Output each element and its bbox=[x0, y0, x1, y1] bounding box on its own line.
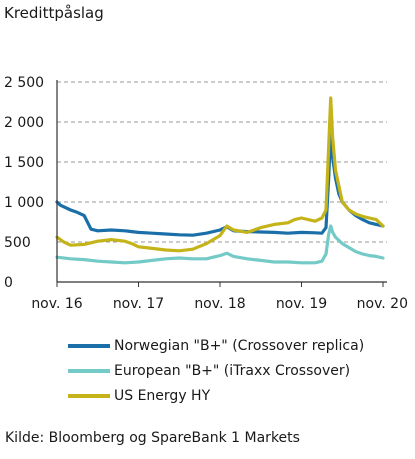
chart-title: Kredittpåslag bbox=[4, 4, 104, 22]
legend-label-european: European "B+" (iTraxx Crossover) bbox=[114, 362, 351, 379]
y-tick-label: 0 bbox=[4, 275, 13, 291]
legend-item-european: European "B+" (iTraxx Crossover) bbox=[68, 358, 364, 383]
x-tick-label: nov. 19 bbox=[276, 296, 327, 312]
legend-item-norwegian: Norwegian "B+" (Crossover replica) bbox=[68, 333, 364, 358]
y-tick-label: 1 000 bbox=[4, 195, 44, 211]
x-tick-label: nov. 20 bbox=[357, 296, 408, 312]
series-line-us-energy bbox=[55, 96, 385, 253]
legend-swatch-norwegian bbox=[68, 343, 110, 348]
y-tick-label: 2 500 bbox=[4, 75, 44, 91]
x-tick-label: nov. 17 bbox=[113, 296, 164, 312]
x-tick-label: nov. 16 bbox=[31, 296, 82, 312]
y-tick-label: 2 000 bbox=[4, 115, 44, 131]
series-line-european bbox=[55, 224, 385, 265]
gridlines bbox=[57, 81, 387, 243]
legend-swatch-european bbox=[68, 368, 110, 373]
legend-label-us-energy: US Energy HY bbox=[114, 387, 211, 404]
x-tick-labels: nov. 16 nov. 17 nov. 18 nov. 19 nov. 20 bbox=[31, 296, 408, 312]
legend-swatch-us-energy bbox=[68, 393, 110, 398]
legend: Norwegian "B+" (Crossover replica) Europ… bbox=[68, 333, 364, 408]
source-note: Kilde: Bloomberg og SpareBank 1 Markets bbox=[5, 430, 300, 446]
legend-item-us-energy: US Energy HY bbox=[68, 383, 364, 408]
y-tick-labels: 0 500 1 000 1 500 2 000 2 500 bbox=[4, 75, 44, 291]
y-tick-label: 1 500 bbox=[4, 155, 44, 171]
axes bbox=[56, 80, 387, 287]
legend-label-norwegian: Norwegian "B+" (Crossover replica) bbox=[114, 337, 365, 354]
y-tick-label: 500 bbox=[4, 235, 31, 251]
series-lines bbox=[55, 96, 385, 265]
x-tick-label: nov. 18 bbox=[194, 296, 245, 312]
